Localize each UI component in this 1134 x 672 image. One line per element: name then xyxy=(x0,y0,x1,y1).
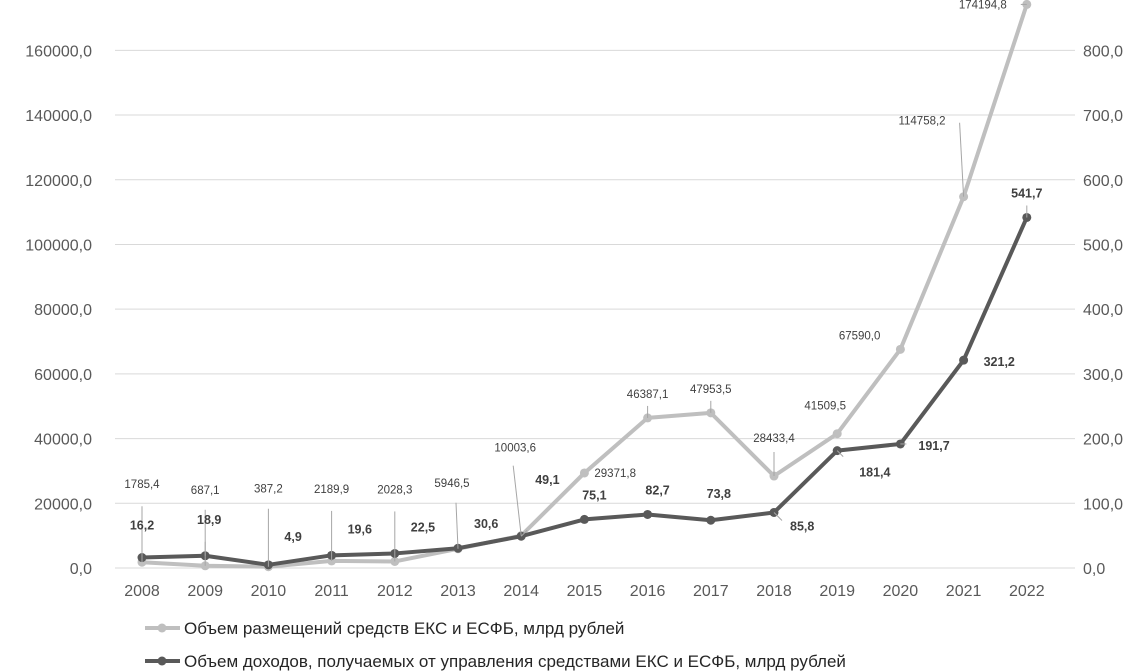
data-label-placements: 10003,6 xyxy=(494,443,536,455)
right-axis-tick-label: 700,0 xyxy=(1083,108,1123,125)
data-label-income: 75,1 xyxy=(582,488,606,502)
data-label-placements: 46387,1 xyxy=(627,389,669,401)
data-label-income: 181,4 xyxy=(859,466,890,480)
data-label-leader xyxy=(512,465,522,536)
legend-entry: Объем доходов, получаемых от управления … xyxy=(184,652,846,671)
data-label-income: 541,7 xyxy=(1011,186,1042,200)
left-axis-tick-label: 140000,0 xyxy=(25,108,92,125)
data-label-placements: 41509,5 xyxy=(804,401,846,413)
data-label-placements: 2028,3 xyxy=(377,484,412,496)
x-axis-tick-label: 2013 xyxy=(440,583,476,600)
data-label-income: 49,1 xyxy=(535,473,559,487)
data-label-income: 73,8 xyxy=(707,487,731,501)
point-income xyxy=(579,514,589,524)
series-line-placements xyxy=(141,3,1029,569)
point-income xyxy=(959,355,969,365)
point-placements xyxy=(832,429,842,439)
data-label-leader xyxy=(520,529,528,537)
data-label-leader xyxy=(836,450,844,457)
data-label-placements: 28433,4 xyxy=(753,433,795,445)
x-axis-tick-label: 2011 xyxy=(314,583,349,600)
data-label-income: 16,2 xyxy=(130,519,154,533)
left-axis-tick-label: 120000,0 xyxy=(25,173,92,190)
data-label-placements: 29371,8 xyxy=(594,468,636,480)
left-axis-tick-label: 0,0 xyxy=(70,561,92,578)
data-label-leader xyxy=(455,502,459,549)
data-label-placements: 114758,2 xyxy=(898,116,945,128)
data-label-leader xyxy=(959,122,965,197)
left-axis-tick-label: 60000,0 xyxy=(34,367,92,384)
data-label-placements: 1785,4 xyxy=(124,479,160,491)
right-axis-tick-label: 400,0 xyxy=(1083,302,1123,319)
legend-swatch-marker xyxy=(157,623,167,633)
x-axis-tick-label: 2021 xyxy=(946,583,982,600)
right-axis-tick-label: 800,0 xyxy=(1083,43,1123,60)
data-label-placements: 387,2 xyxy=(254,484,283,496)
x-axis-tick-label: 2020 xyxy=(883,583,919,600)
data-label-placements: 174194,8 xyxy=(959,0,1007,11)
right-axis-tick-label: 0,0 xyxy=(1083,561,1105,578)
left-axis-tick-label: 80000,0 xyxy=(34,302,92,319)
x-axis-tick-label: 2017 xyxy=(693,583,729,600)
right-axis-tick-label: 200,0 xyxy=(1083,432,1123,449)
data-label-income: 321,2 xyxy=(984,355,1015,369)
data-label-income: 191,7 xyxy=(918,439,949,453)
right-axis-tick-label: 500,0 xyxy=(1083,237,1123,254)
data-label-income: 82,7 xyxy=(645,483,669,497)
x-axis-tick-label: 2015 xyxy=(567,583,603,600)
data-label-placements: 2189,9 xyxy=(314,484,349,496)
left-axis-tick-label: 40000,0 xyxy=(34,432,92,449)
x-axis-tick-label: 2022 xyxy=(1009,583,1045,600)
x-axis-tick-label: 2018 xyxy=(756,583,792,600)
point-placements xyxy=(895,344,905,354)
left-axis-tick-label: 100000,0 xyxy=(25,237,92,254)
data-label-income: 22,5 xyxy=(411,520,435,534)
data-label-income: 19,6 xyxy=(348,522,372,536)
data-label-placements: 47953,5 xyxy=(690,384,732,396)
right-axis-tick-label: 300,0 xyxy=(1083,367,1123,384)
data-label-income: 85,8 xyxy=(790,519,814,533)
x-axis-tick-label: 2008 xyxy=(124,583,160,600)
point-placements xyxy=(579,468,589,478)
legend-swatch-marker xyxy=(157,656,167,666)
left-axis-tick-label: 160000,0 xyxy=(25,43,92,60)
point-income xyxy=(643,509,653,519)
data-label-placements: 5946,5 xyxy=(434,478,469,490)
x-axis-tick-label: 2010 xyxy=(251,583,287,600)
x-axis-tick-label: 2016 xyxy=(630,583,666,600)
x-axis-tick-label: 2009 xyxy=(187,583,223,600)
x-axis-tick-label: 2012 xyxy=(377,583,413,600)
left-axis-tick-label: 20000,0 xyxy=(34,496,92,513)
data-label-placements: 687,1 xyxy=(191,485,220,497)
right-axis-tick-label: 100,0 xyxy=(1083,496,1123,513)
x-axis-tick-label: 2019 xyxy=(819,583,855,600)
point-income xyxy=(706,515,716,525)
data-label-income: 18,9 xyxy=(197,513,221,527)
data-label-placements: 67590,0 xyxy=(839,330,881,342)
series-line-income xyxy=(141,216,1029,567)
x-axis-tick-label: 2014 xyxy=(503,583,539,600)
legend-entry: Объем размещений средств ЕКС и ЕСФБ, млр… xyxy=(184,619,624,638)
data-label-income: 4,9 xyxy=(284,530,301,544)
data-label-income: 30,6 xyxy=(474,517,498,531)
right-axis-tick-label: 600,0 xyxy=(1083,173,1123,190)
data-label-leader xyxy=(773,512,783,521)
